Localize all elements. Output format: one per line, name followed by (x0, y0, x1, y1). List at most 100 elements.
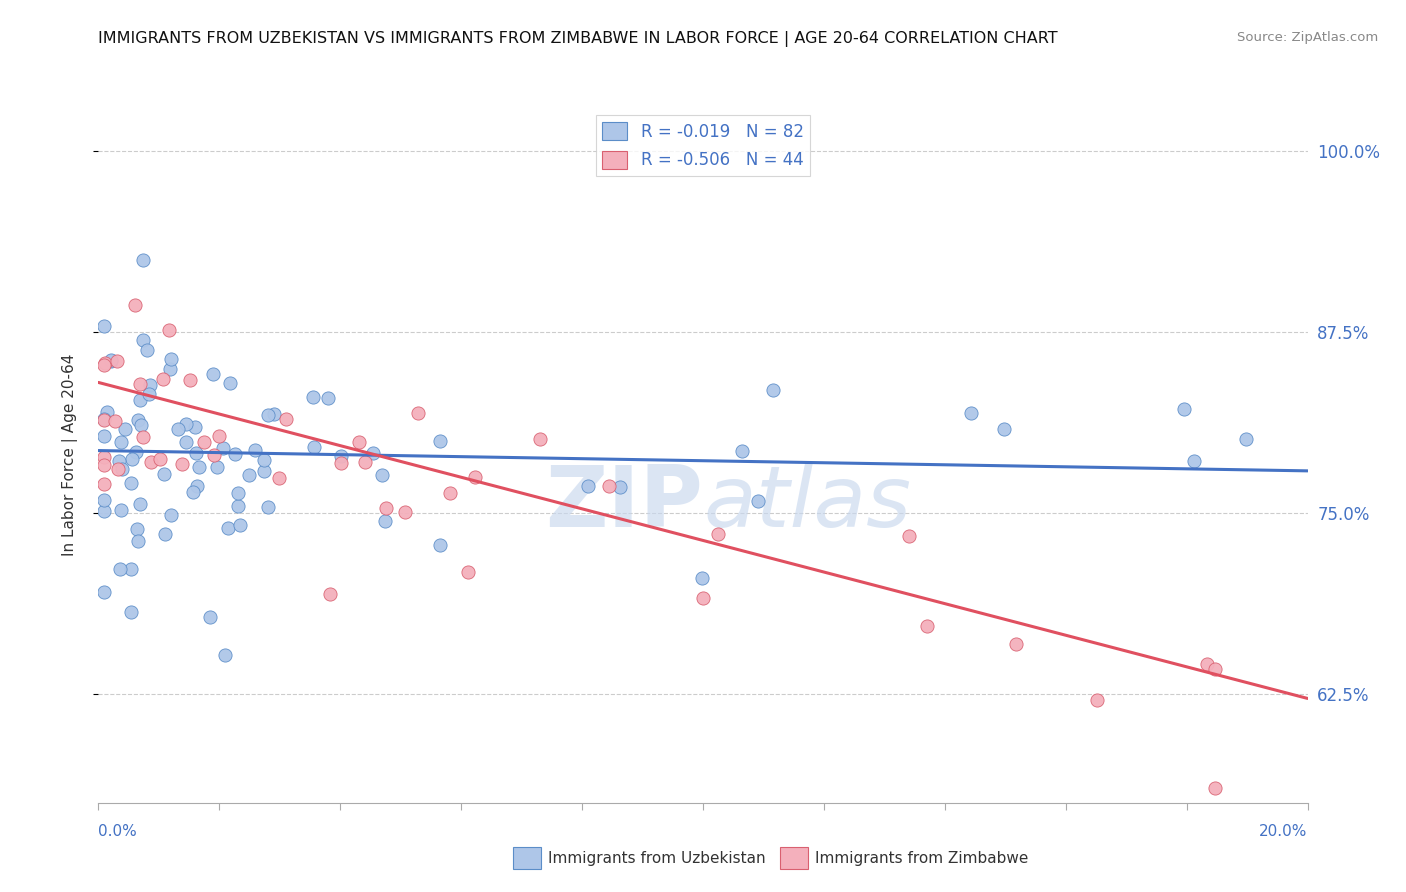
Point (214, 648, 236, 663)
Point (128, 376, 150, 391)
Point (1085, 693, 1108, 707)
Point (253, 453, 276, 467)
Point (111, 461, 134, 475)
Point (167, 422, 190, 436)
Text: IMMIGRANTS FROM UZBEKISTAN VS IMMIGRANTS FROM ZIMBABWE IN LABOR FORCE | AGE 20-6: IMMIGRANTS FROM UZBEKISTAN VS IMMIGRANTS… (98, 31, 1059, 47)
Point (226, 486, 249, 500)
Point (429, 434, 451, 448)
Point (157, 323, 180, 337)
Point (457, 566, 479, 580)
Point (93, 504, 115, 518)
Text: Immigrants from Zimbabwe: Immigrants from Zimbabwe (815, 851, 1029, 865)
Point (129, 418, 152, 433)
Point (93, 318, 115, 333)
Point (138, 386, 160, 401)
Point (120, 605, 142, 619)
Point (747, 494, 769, 508)
Point (110, 434, 132, 449)
Point (692, 591, 714, 605)
Y-axis label: In Labor Force | Age 20-64: In Labor Force | Age 20-64 (62, 354, 77, 556)
Point (256, 500, 278, 515)
Point (1197, 657, 1219, 671)
Point (184, 420, 207, 434)
Point (94, 357, 117, 371)
Point (897, 529, 920, 543)
Point (529, 432, 551, 446)
Point (576, 479, 599, 493)
Point (152, 467, 174, 482)
Point (429, 538, 451, 552)
Point (170, 457, 193, 471)
Point (1173, 402, 1195, 417)
Point (267, 471, 290, 485)
Text: Source: ZipAtlas.com: Source: ZipAtlas.com (1237, 31, 1378, 45)
Point (406, 406, 429, 420)
Point (93, 358, 115, 372)
Point (114, 422, 136, 436)
Point (181, 485, 204, 500)
Point (104, 414, 127, 428)
Point (374, 515, 396, 529)
Point (263, 408, 285, 422)
Point (330, 450, 353, 464)
Point (100, 354, 122, 368)
Point (464, 470, 486, 484)
Point (124, 298, 146, 312)
Point (960, 406, 983, 420)
Point (139, 455, 162, 469)
Point (993, 422, 1015, 436)
Point (187, 460, 209, 475)
Point (394, 505, 416, 519)
Point (132, 430, 155, 444)
Point (184, 446, 207, 460)
Point (159, 508, 181, 522)
Point (1234, 432, 1257, 446)
Point (917, 619, 939, 633)
Point (274, 412, 297, 426)
Point (1182, 454, 1205, 468)
Point (609, 480, 631, 494)
Point (1204, 662, 1226, 676)
Point (361, 446, 384, 460)
Point (201, 367, 224, 381)
Point (354, 455, 377, 469)
Point (110, 503, 132, 517)
Point (125, 522, 148, 536)
Point (93, 412, 115, 426)
Point (107, 462, 129, 476)
Text: ZIP: ZIP (546, 462, 703, 545)
Point (105, 353, 128, 368)
Point (132, 333, 155, 347)
Point (707, 527, 730, 541)
Point (347, 434, 370, 449)
Point (302, 390, 325, 404)
Point (155, 527, 177, 541)
Point (238, 467, 260, 482)
Point (1004, 637, 1026, 651)
Point (174, 435, 197, 450)
Point (132, 253, 155, 268)
Point (318, 391, 340, 405)
Point (93, 477, 115, 491)
Point (224, 447, 246, 461)
Point (202, 448, 225, 462)
Point (731, 444, 754, 458)
Point (186, 479, 208, 493)
Text: 0.0%: 0.0% (98, 824, 138, 838)
Point (108, 454, 131, 468)
Text: Immigrants from Uzbekistan: Immigrants from Uzbekistan (548, 851, 766, 865)
Point (120, 475, 142, 490)
Point (160, 352, 183, 367)
Point (329, 456, 352, 470)
Point (93, 412, 115, 426)
Point (226, 499, 249, 513)
Point (205, 460, 228, 475)
Point (152, 372, 174, 386)
Point (319, 587, 342, 601)
Point (93, 458, 115, 472)
Point (762, 383, 785, 397)
Point (257, 408, 280, 422)
Point (690, 571, 713, 585)
Point (217, 521, 239, 535)
Point (371, 467, 394, 482)
